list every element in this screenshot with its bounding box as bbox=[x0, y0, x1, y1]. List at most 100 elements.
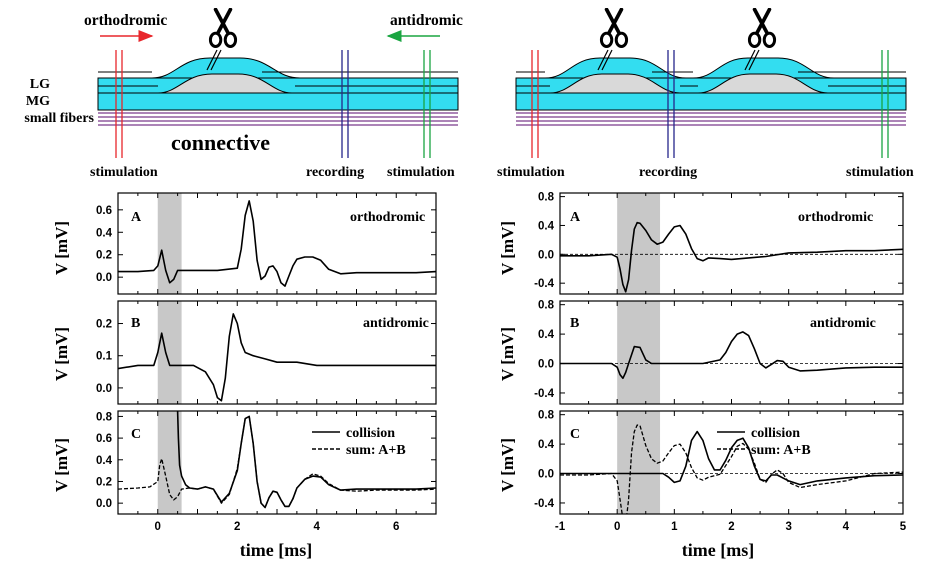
x-tick-label: 3 bbox=[785, 521, 791, 533]
panel-letter-right-b: B bbox=[570, 316, 579, 331]
panel-title-left-a: orthodromic bbox=[350, 210, 425, 225]
y-tick-label: 0.4 bbox=[538, 220, 555, 232]
series-line-solid bbox=[118, 200, 436, 287]
stimulus-shade bbox=[157, 193, 182, 294]
y-axis-label-right-a: V [mV] bbox=[498, 221, 517, 275]
y-axis-label-right-c: V [mV] bbox=[498, 438, 517, 492]
x-tick-label: 5 bbox=[900, 521, 907, 533]
y-axis-label-right-b: V [mV] bbox=[498, 327, 517, 381]
y-tick-label: 0.4 bbox=[96, 227, 113, 239]
stimulation-label-right: stimulation bbox=[387, 165, 455, 180]
y-tick-label: 0.4 bbox=[538, 329, 555, 341]
y-tick-label: 0.1 bbox=[96, 351, 113, 363]
panel-left-A: 0.0 0.2 0.4 0.6 bbox=[96, 192, 437, 295]
y-axis-label-left-c: V [mV] bbox=[52, 438, 71, 492]
nerve-connective-right bbox=[515, 49, 907, 126]
x-tick-label: 6 bbox=[393, 521, 399, 533]
y-tick-label: 0.0 bbox=[538, 249, 554, 261]
stimulation-label-left: stimulation bbox=[497, 165, 565, 180]
x-tick-label: 4 bbox=[843, 521, 850, 533]
y-axis-label-left-a: V [mV] bbox=[52, 221, 71, 275]
orthodromic-label: orthodromic bbox=[84, 12, 167, 29]
y-tick-label: 0.2 bbox=[96, 250, 112, 262]
panel-letter-left-a: A bbox=[131, 210, 142, 225]
legend-dashed-label: sum: A+B bbox=[751, 443, 811, 458]
y-tick-label: 0.6 bbox=[96, 205, 112, 217]
stimulation-label-right: stimulation bbox=[846, 165, 914, 180]
legend-left: collision sum: A+B bbox=[312, 426, 406, 458]
layer-label-small-fibers: small fibers bbox=[24, 111, 94, 126]
scissors-icon bbox=[747, 8, 777, 48]
left-diagram: orthodromic antidromic LG MG small fiber… bbox=[24, 8, 463, 180]
panel-left-C: 0.0 0.2 0.4 0.6 0.8 0 2 4 6 bbox=[96, 410, 437, 533]
x-tick-label: -1 bbox=[555, 521, 566, 533]
x-tick-label: 1 bbox=[671, 521, 678, 533]
panel-right-C: -0.4 0.0 0.4 0.8 -1 0 1 2 3 4 5 bbox=[534, 410, 907, 533]
legend-solid-label: collision bbox=[346, 426, 395, 441]
y-tick-label: 0.8 bbox=[538, 300, 555, 312]
y-tick-label: 0.0 bbox=[96, 383, 112, 395]
legend-dashed-label: sum: A+B bbox=[346, 443, 406, 458]
scissors-icon bbox=[208, 8, 238, 48]
right-diagram: stimulation recording stimulation bbox=[497, 8, 914, 180]
stimulus-shade bbox=[157, 301, 182, 404]
y-tick-label: 0.0 bbox=[538, 469, 554, 481]
y-tick-label: 0.0 bbox=[538, 359, 554, 371]
stimulation-label-left: stimulation bbox=[90, 165, 158, 180]
antidromic-label: antidromic bbox=[390, 12, 463, 29]
series-line-solid bbox=[560, 331, 903, 380]
panel-right-A: -0.4 0.0 0.4 0.8 bbox=[534, 192, 904, 295]
plot-frame bbox=[559, 192, 904, 295]
scissors-icon bbox=[599, 8, 629, 48]
stimulus-shade bbox=[617, 193, 661, 294]
plot-frame bbox=[559, 410, 904, 515]
y-tick-label: 0.4 bbox=[538, 439, 555, 451]
series-line-dashed bbox=[118, 415, 436, 509]
y-tick-label: 0.2 bbox=[96, 319, 112, 331]
legend-solid-label: collision bbox=[751, 426, 800, 441]
series-line-solid bbox=[176, 411, 436, 509]
series-line-solid bbox=[560, 221, 903, 293]
legend-right: collision sum: A+B bbox=[717, 426, 811, 458]
y-tick-label: -0.4 bbox=[534, 388, 554, 400]
panel-left-B: 0.0 0.1 0.2 bbox=[96, 300, 437, 405]
y-tick-label: 0.0 bbox=[96, 498, 112, 510]
stimulus-shade bbox=[157, 411, 182, 514]
x-tick-label: 2 bbox=[234, 521, 240, 533]
series-line-solid bbox=[118, 313, 436, 402]
y-tick-label: 0.8 bbox=[538, 192, 555, 204]
y-tick-label: 0.0 bbox=[96, 272, 112, 284]
panel-letter-left-b: B bbox=[131, 316, 140, 331]
y-tick-label: 0.8 bbox=[538, 410, 555, 422]
y-tick-label: 0.4 bbox=[96, 455, 113, 467]
y-axis-label-left-b: V [mV] bbox=[52, 327, 71, 381]
x-axis-label-right: time [ms] bbox=[682, 540, 754, 560]
nerve-connective-left bbox=[97, 49, 459, 126]
layer-label-lg: LG bbox=[30, 77, 50, 92]
series-line-solid bbox=[560, 430, 903, 486]
x-tick-label: 2 bbox=[728, 521, 734, 533]
recording-label: recording bbox=[639, 165, 697, 180]
panel-title-right-a: orthodromic bbox=[798, 210, 873, 225]
panel-title-right-b: antidromic bbox=[810, 316, 876, 331]
x-tick-label: 4 bbox=[314, 521, 321, 533]
y-tick-label: 0.2 bbox=[96, 476, 112, 488]
x-axis-label-left: time [ms] bbox=[240, 540, 312, 560]
x-tick-label: 0 bbox=[614, 521, 620, 533]
panel-right-B: -0.4 0.0 0.4 0.8 bbox=[534, 300, 904, 405]
stimulus-shade bbox=[617, 411, 661, 514]
panel-letter-left-c: C bbox=[131, 427, 141, 442]
y-tick-label: 0.8 bbox=[96, 411, 113, 423]
y-tick-label: -0.4 bbox=[534, 498, 554, 510]
y-tick-label: -0.4 bbox=[534, 278, 554, 290]
connective-label: connective bbox=[171, 130, 270, 155]
panel-letter-right-a: A bbox=[570, 210, 581, 225]
panel-letter-right-c: C bbox=[570, 427, 580, 442]
stimulus-shade bbox=[617, 301, 661, 404]
plot-panels: 0.0 0.2 0.4 0.6 0.0 0.1 0.2 0.0 0.2 0.4 0.6 0.8 0 2 4 6… bbox=[96, 192, 907, 533]
y-tick-label: 0.6 bbox=[96, 433, 112, 445]
layer-label-mg: MG bbox=[26, 94, 50, 109]
series-line-dashed bbox=[560, 424, 903, 514]
recording-label: recording bbox=[306, 165, 364, 180]
